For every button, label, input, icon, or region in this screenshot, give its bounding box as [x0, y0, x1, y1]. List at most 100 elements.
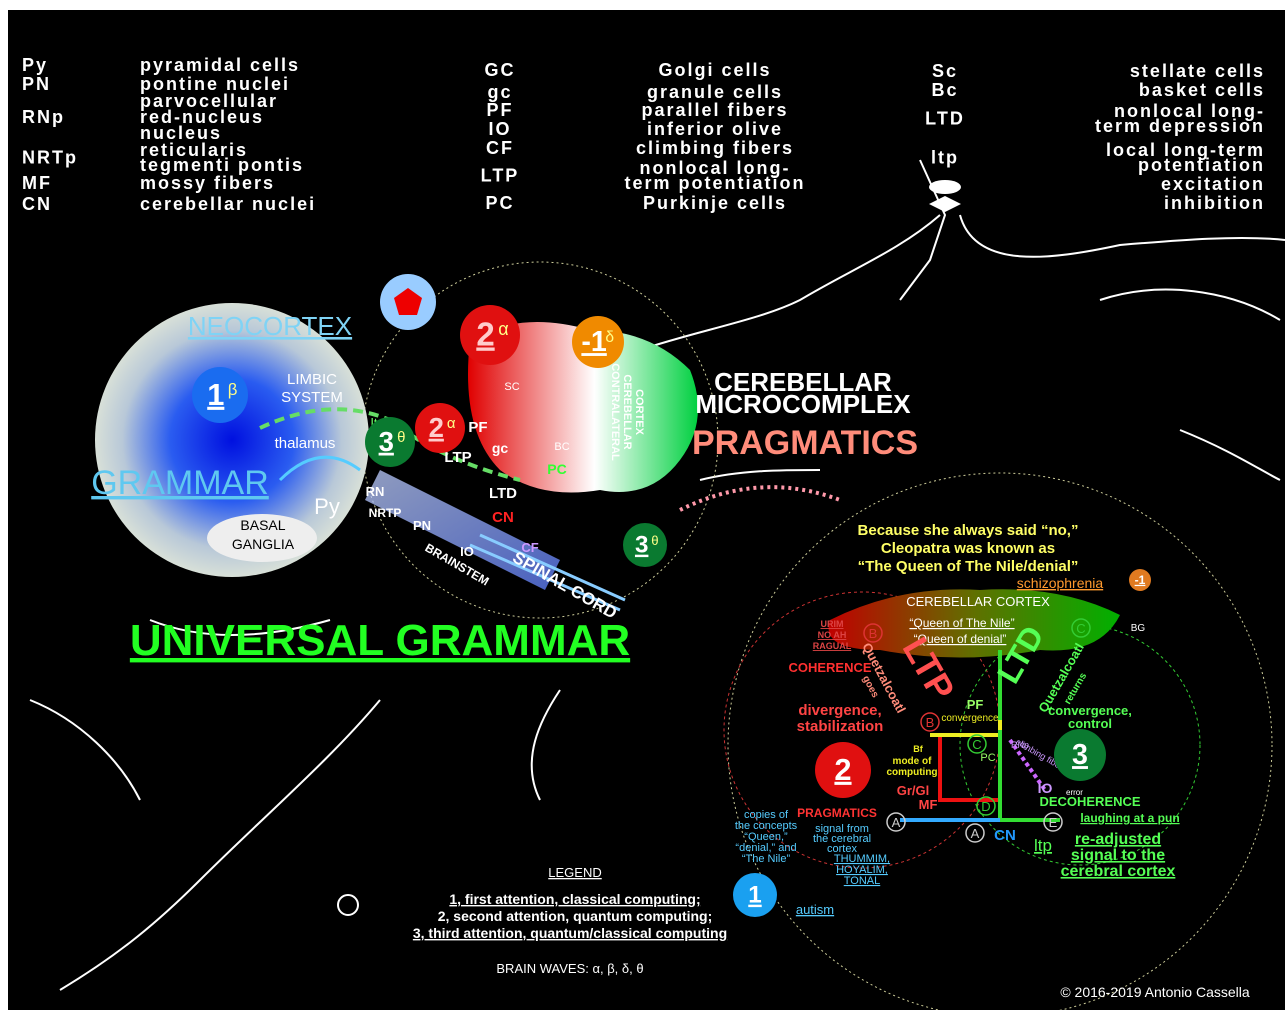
abbreviation: PF: [486, 100, 513, 120]
microcomplex-circle: [727, 472, 1273, 1010]
badge-number: -1: [581, 326, 607, 358]
node-letter-ring: [863, 623, 883, 643]
label: CEREBELLAR CORTEX: [906, 594, 1050, 609]
label: PN: [413, 518, 431, 533]
label: computing: [886, 767, 937, 778]
abbreviation-meaning: climbing fibers: [636, 138, 794, 158]
abbreviation-meaning: cerebellar nuclei: [140, 194, 316, 214]
abbreviation-meaning: red-nucleus: [140, 107, 264, 127]
label: “Queen of The Nile”: [909, 616, 1014, 630]
abbreviation: IO: [488, 119, 511, 139]
abbreviation-meaning: basket cells: [1139, 80, 1265, 100]
badge: [1129, 569, 1151, 591]
label: MICROCOMPLEX: [695, 389, 911, 419]
badge: [1054, 729, 1106, 781]
abbreviation: ltp: [931, 148, 959, 168]
badge: [192, 367, 248, 423]
abbreviation: MF: [22, 173, 52, 193]
label: IO: [460, 544, 474, 559]
node-letter-ring: [965, 823, 985, 843]
label: HOYALIM,: [836, 864, 888, 876]
label: IO: [1038, 780, 1053, 796]
label: GRAMMAR: [91, 464, 269, 502]
label: autism: [796, 902, 834, 917]
label: RNp: [1011, 740, 1029, 750]
label: NO AH: [818, 630, 847, 640]
label: cortex: [827, 843, 857, 855]
badge-number: 2: [834, 752, 851, 787]
label: thalamus: [275, 435, 336, 452]
label: Py: [314, 494, 340, 519]
basal-ganglia: [207, 514, 317, 562]
label: MF: [919, 797, 938, 812]
abbreviation-meaning: potentiation: [1138, 155, 1265, 175]
label: THUMMIM,: [834, 853, 890, 865]
abbreviation: LTP: [481, 166, 520, 186]
label: copies of: [744, 809, 789, 821]
badge-wave: θ: [651, 533, 658, 548]
abbreviation: Bc: [931, 80, 958, 100]
abbreviation-meaning: stellate cells: [1130, 61, 1265, 81]
badge: [572, 316, 624, 368]
label: BASAL: [240, 517, 285, 533]
node-letter-ring: [967, 734, 987, 754]
label: laughing at a pun: [1080, 811, 1179, 825]
label: CEREBELLAR: [714, 367, 892, 397]
abbreviation-meaning: parvocellular: [140, 91, 278, 111]
label: RAGUAL: [813, 641, 852, 651]
brainstem: [365, 470, 560, 590]
abbreviation: CF: [486, 138, 514, 158]
abbreviation-meaning: term potentiation: [625, 173, 806, 193]
label: signal from: [815, 823, 869, 835]
label: re-adjusted: [1075, 831, 1161, 848]
badge-wave: θ: [397, 429, 405, 446]
pentagon: [394, 288, 422, 315]
compass: [337, 894, 359, 916]
badge-number: 1: [748, 882, 761, 909]
abbreviation: GC: [485, 60, 516, 80]
abbreviation-meaning: inhibition: [1164, 193, 1265, 213]
node-letter: B: [926, 715, 935, 730]
label: UNIVERSAL GRAMMAR: [130, 616, 630, 665]
label: LTD: [489, 485, 517, 502]
label: Gr/Gl: [897, 783, 930, 798]
label: BC: [554, 441, 569, 453]
label: Because she always said “no,”: [858, 522, 1079, 539]
spinal-cord: [469, 533, 626, 612]
badge: [733, 873, 777, 917]
label: DECOHERENCE: [1039, 794, 1140, 809]
label: NRTP: [369, 506, 402, 520]
label: PRAGMATICS: [797, 806, 877, 820]
badge: [365, 417, 415, 467]
abbreviation-meaning: mossy fibers: [140, 173, 275, 193]
label: 2, second attention, quantum computing;: [438, 908, 713, 924]
abbreviation: LTD: [925, 109, 965, 129]
label: SC: [504, 381, 519, 393]
badge: [623, 523, 667, 567]
coastline: [29, 159, 1285, 991]
label: 3, third attention, quantum/classical co…: [413, 925, 727, 941]
node-letter-ring: [886, 812, 906, 832]
badge-number: 3: [1072, 739, 1088, 771]
abbreviation: PC: [485, 193, 514, 213]
label: COHERENCE: [788, 660, 871, 675]
cerebellum-circle: [361, 261, 719, 619]
label: TONAL: [844, 875, 880, 887]
abbreviation: PN: [22, 74, 51, 94]
abbreviation-meaning: nonlocal long-: [640, 158, 791, 178]
badge: [415, 403, 465, 453]
label: convergence,: [1048, 703, 1132, 718]
label: PF: [468, 419, 487, 436]
label: “The Queen of The Nile/denial”: [858, 558, 1079, 575]
abbreviation: gc: [487, 82, 512, 102]
abbreviation-meaning: nucleus: [140, 123, 222, 143]
label: “denial,” and: [735, 842, 796, 854]
label: stabilization: [797, 718, 884, 735]
node-letter-ring: [1043, 812, 1063, 832]
abbreviation-meaning: local long-term: [1106, 140, 1265, 160]
label: “The Nile”: [742, 853, 791, 865]
badge-number: 3: [635, 532, 648, 559]
label: the concepts: [735, 820, 798, 832]
label: CEREBELLAR: [621, 374, 633, 449]
badge-number: 2: [429, 412, 444, 443]
